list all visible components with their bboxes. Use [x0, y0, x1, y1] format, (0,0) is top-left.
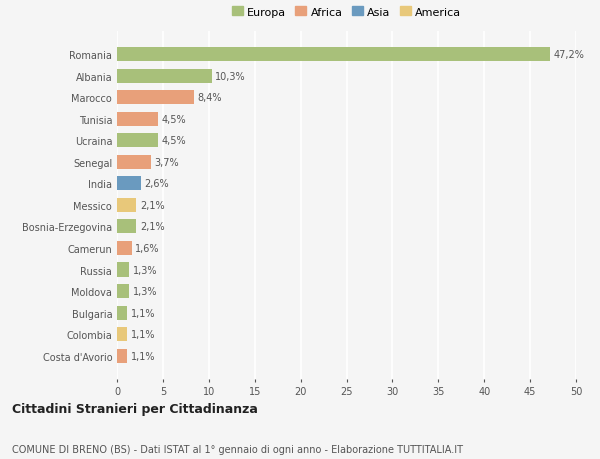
Text: 3,7%: 3,7% — [155, 157, 179, 168]
Bar — [117, 48, 550, 62]
Bar — [117, 69, 212, 84]
Bar — [117, 285, 129, 298]
Text: 1,1%: 1,1% — [131, 308, 155, 318]
Text: 4,5%: 4,5% — [162, 114, 187, 124]
Bar — [117, 91, 194, 105]
Bar — [117, 134, 158, 148]
Legend: Europa, Africa, Asia, America: Europa, Africa, Asia, America — [227, 3, 466, 22]
Bar — [117, 198, 136, 213]
Text: COMUNE DI BRENO (BS) - Dati ISTAT al 1° gennaio di ogni anno - Elaborazione TUTT: COMUNE DI BRENO (BS) - Dati ISTAT al 1° … — [12, 444, 463, 454]
Bar — [117, 156, 151, 169]
Text: 1,1%: 1,1% — [131, 330, 155, 339]
Text: 1,6%: 1,6% — [136, 243, 160, 253]
Text: 2,1%: 2,1% — [140, 201, 164, 210]
Text: 47,2%: 47,2% — [554, 50, 585, 60]
Bar — [117, 112, 158, 126]
Text: 8,4%: 8,4% — [198, 93, 222, 103]
Bar — [117, 306, 127, 320]
Bar — [117, 177, 141, 191]
Bar — [117, 220, 136, 234]
Bar — [117, 263, 129, 277]
Text: Cittadini Stranieri per Cittadinanza: Cittadini Stranieri per Cittadinanza — [12, 403, 258, 415]
Text: 1,3%: 1,3% — [133, 286, 157, 297]
Bar — [117, 241, 131, 255]
Text: 1,1%: 1,1% — [131, 351, 155, 361]
Text: 2,6%: 2,6% — [145, 179, 169, 189]
Bar — [117, 327, 127, 341]
Text: 10,3%: 10,3% — [215, 72, 246, 81]
Text: 1,3%: 1,3% — [133, 265, 157, 275]
Text: 2,1%: 2,1% — [140, 222, 164, 232]
Bar — [117, 349, 127, 363]
Text: 4,5%: 4,5% — [162, 136, 187, 146]
